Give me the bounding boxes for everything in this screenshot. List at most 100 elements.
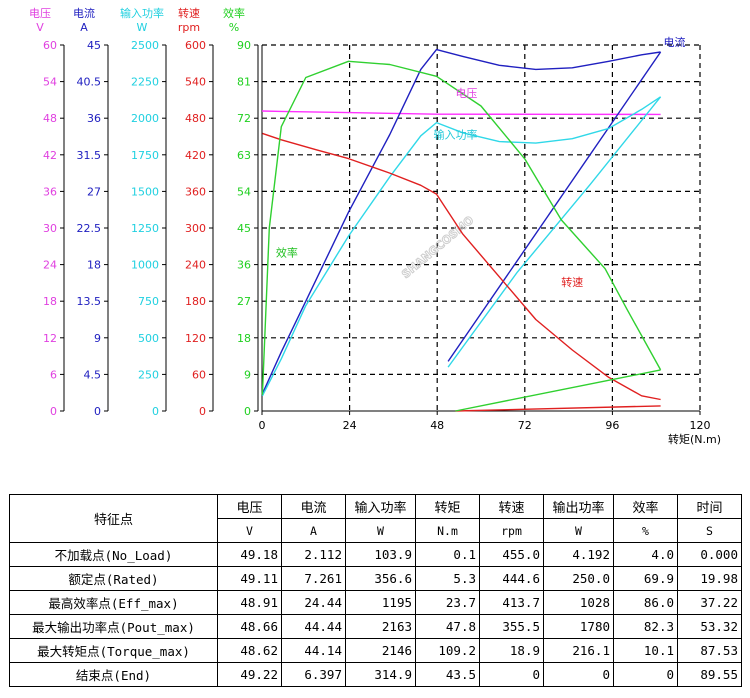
y-tick-label-eff: 18 [237, 332, 251, 345]
table-cell: 49.11 [217, 566, 282, 591]
column-header: 时间 [677, 494, 742, 519]
table-cell: 18.9 [479, 638, 544, 663]
y-tick-label-speed: 540 [185, 76, 206, 89]
curve-label-0: 电流 [664, 35, 686, 49]
y-tick-label-voltage: 24 [43, 259, 57, 272]
y-tick-label-power: 2250 [131, 76, 159, 89]
table-cell: 69.9 [613, 566, 678, 591]
table-row: 结束点(End) 49.22 6.397 314.9 43.5 0 0 0 89.55 [9, 662, 742, 687]
y-tick-label-voltage: 48 [43, 112, 57, 125]
column-header: 电流 [281, 494, 346, 519]
table-cell: 356.6 [345, 566, 416, 591]
x-tick-label: 48 [430, 419, 444, 432]
y-tick-label-power: 2000 [131, 112, 159, 125]
y-axis-current: 电流A 0 4.5 9 13.5 18 22.5 27 31.5 36 40.5 45 [73, 6, 109, 418]
x-axis-label: 转矩(N.m) [668, 432, 721, 446]
y-axis-unit-eff: % [229, 21, 239, 34]
column-header: 输入功率 [345, 494, 416, 519]
table-row: 额定点(Rated) 49.11 7.261 356.6 5.3 444.6 250.0 69… [9, 566, 742, 591]
table-cell: 109.2 [415, 638, 480, 663]
y-tick-label-current: 45 [87, 39, 101, 52]
table-cell: 48.62 [217, 638, 282, 663]
x-tick-label: 24 [343, 419, 357, 432]
y-tick-label-power: 1250 [131, 222, 159, 235]
y-tick-label-speed: 420 [185, 149, 206, 162]
y-axis-title-speed: 转速 [178, 6, 200, 20]
table-cell: 87.53 [677, 638, 742, 663]
y-tick-label-power: 1750 [131, 149, 159, 162]
row-label: 不加载点(No_Load) [9, 542, 218, 567]
column-unit: N.m [415, 518, 480, 543]
column-header: 转矩 [415, 494, 480, 519]
y-axis-voltage: 电压V 0 6 12 18 24 30 36 42 48 54 60 [29, 7, 65, 418]
y-tick-label-speed: 240 [185, 259, 206, 272]
table-cell: 23.7 [415, 590, 480, 615]
table-cell: 24.44 [281, 590, 346, 615]
column-unit: rpm [479, 518, 544, 543]
y-axis-title-current: 电流 [73, 6, 95, 20]
table-cell: 0 [613, 662, 678, 687]
y-axis-unit-power: W [137, 21, 148, 34]
series-line-2 [447, 51, 662, 362]
y-tick-label-eff: 90 [237, 39, 251, 52]
table-cell: 19.98 [677, 566, 742, 591]
table-cell: 444.6 [479, 566, 544, 591]
table-cell: 44.44 [281, 614, 346, 639]
table-row: 最大输出功率点(Pout_max) 48.66 44.44 2163 47.8 355.5… [9, 614, 742, 639]
series-line-5 [262, 132, 661, 401]
table-cell: 7.261 [281, 566, 346, 591]
x-tick-label: 0 [259, 419, 266, 432]
series-line-7 [261, 60, 662, 395]
table-cell: 103.9 [345, 542, 416, 567]
table-row: 最高效率点(Eff_max) 48.91 24.44 1195 23.7 413.7 102… [9, 590, 742, 615]
y-tick-label-power: 500 [138, 332, 159, 345]
y-tick-label-current: 40.5 [77, 76, 102, 89]
y-axes: 电压V 0 6 12 18 24 30 36 42 48 54 60 电流A 0 4.5 9 13.5 18 22.… [29, 6, 259, 418]
table-cell: 413.7 [479, 590, 544, 615]
characteristic-points-table: 特征点 电压 电流 输入功率 转矩 转速 输出功率 效率 时间 V A W N.m rpm W% S 不加载点… [9, 494, 742, 687]
table-cell: 89.55 [677, 662, 742, 687]
series-line-0 [261, 110, 661, 116]
y-tick-label-power: 2500 [131, 39, 159, 52]
characteristic-points-table-container: 特征点 电压 电流 输入功率 转矩 转速 输出功率 效率 时间 V A W N.m rpm W% S 不加载点… [9, 494, 742, 687]
y-tick-label-eff: 63 [237, 149, 251, 162]
y-tick-label-eff: 54 [237, 185, 251, 198]
x-tick-label: 96 [605, 419, 619, 432]
column-unit: S [677, 518, 742, 543]
row-label: 最大输出功率点(Pout_max) [9, 614, 218, 639]
table-cell: 355.5 [479, 614, 544, 639]
y-tick-label-voltage: 0 [50, 405, 57, 418]
y-tick-label-voltage: 60 [43, 39, 57, 52]
y-tick-label-voltage: 12 [43, 332, 57, 345]
y-tick-label-eff: 45 [237, 222, 251, 235]
table-cell: 2163 [345, 614, 416, 639]
table-cell: 10.1 [613, 638, 678, 663]
y-tick-label-power: 750 [138, 295, 159, 308]
row-label: 最高效率点(Eff_max) [9, 590, 218, 615]
y-tick-label-current: 22.5 [77, 222, 102, 235]
y-tick-label-voltage: 36 [43, 185, 57, 198]
y-tick-label-voltage: 42 [43, 149, 57, 162]
y-tick-label-speed: 600 [185, 39, 206, 52]
y-tick-label-voltage: 30 [43, 222, 57, 235]
table-cell: 0.1 [415, 542, 480, 567]
table-cell: 1028 [543, 590, 614, 615]
y-tick-label-eff: 27 [237, 295, 251, 308]
series-line-3 [261, 96, 661, 397]
y-tick-label-voltage: 54 [43, 76, 57, 89]
table-cell: 4.192 [543, 542, 614, 567]
y-tick-label-power: 250 [138, 368, 159, 381]
table-cell: 48.66 [217, 614, 282, 639]
y-tick-label-speed: 120 [185, 332, 206, 345]
row-header-title: 特征点 [9, 494, 218, 543]
table-cell: 0 [479, 662, 544, 687]
y-axis-title-voltage: 电压 [29, 7, 51, 20]
table-cell: 49.18 [217, 542, 282, 567]
column-unit: V [217, 518, 282, 543]
x-tick-label: 120 [690, 419, 711, 432]
table-cell: 43.5 [415, 662, 480, 687]
row-label: 额定点(Rated) [9, 566, 218, 591]
table-cell: 0 [543, 662, 614, 687]
column-header: 转速 [479, 494, 544, 519]
